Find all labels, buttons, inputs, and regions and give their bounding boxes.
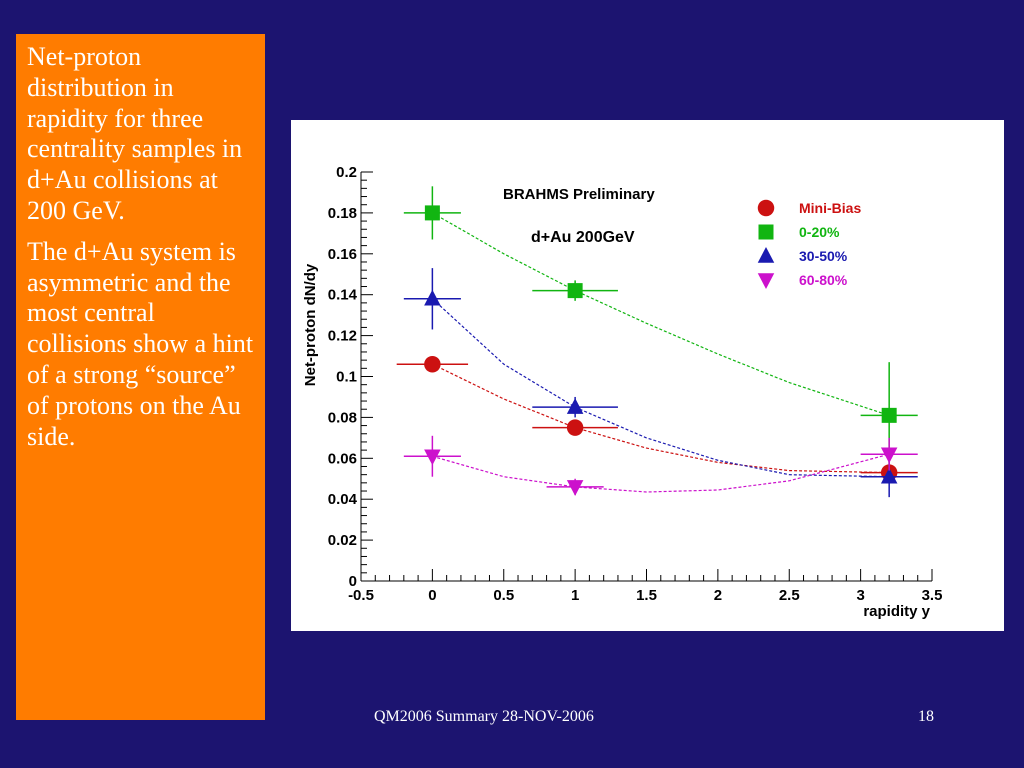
data-marker [424,205,440,221]
data-marker [566,419,584,436]
data-point-60-80% [860,437,918,471]
x-tick-label: 0.5 [493,587,514,604]
y-tick-label: 0.08 [328,409,357,426]
data-marker [880,467,898,484]
x-axis-label: rapidity y [863,603,930,620]
data-point-0-20% [532,280,618,301]
legend-marker-0-20% [758,224,774,240]
data-marker [424,355,441,373]
net-proton-chart: -0.5 0 0.5 1 1.5 2 2.5 3 3.5 00.020.040.060.080.… [302,164,942,620]
data-marker [567,283,583,299]
y-tick-label: 0.18 [328,205,357,222]
legend-marker-60-80% [757,273,775,289]
description-paragraph-1: Net-proton distribution in rapidity for … [27,42,243,225]
y-tick-label: 0.12 [328,328,357,345]
legend-marker-30-50% [757,247,775,263]
legend-label-Mini-Bias: Mini-Bias [799,200,861,216]
fit-curve-30-50% [431,298,890,478]
y-tick-label: 0.06 [328,450,357,467]
legend-label-0-20%: 0-20% [799,224,840,240]
fit-curve-Mini-Bias [432,363,890,474]
x-tick-label: 3 [856,587,864,604]
data-point-0-20% [403,186,461,240]
y-tick-label: 0.02 [328,532,357,549]
legend-label-60-80%: 60-80% [799,272,848,288]
fit-curve-0-20% [432,212,890,416]
data-point-60-80% [546,478,604,496]
legend: Mini-Bias 0-20% 30-50% 60-80% [757,199,861,289]
y-axis-label: Net-proton dN/dy [302,263,319,386]
y-tick-label: 0.2 [336,164,357,181]
data-point-30-50% [403,268,461,330]
data-point-Mini-Bias [532,419,618,436]
data-point-30-50% [532,396,618,418]
page-number: 18 [918,708,934,725]
legend-marker-Mini-Bias [757,199,775,217]
chart-subtitle: d+Au 200GeV [531,229,635,246]
description-box: Net-proton distribution in rapidity for … [16,34,265,720]
description-paragraph-2: The d+Au system is asymmetric and the mo… [27,236,254,451]
data-points [396,186,918,498]
data-point-60-80% [403,435,461,477]
fit-curves [431,212,890,493]
y-tick-label: 0 [349,573,357,590]
x-tick-label: 1 [571,587,579,604]
footer-conference: QM2006 Summary 28-NOV-2006 [374,708,594,725]
x-tick-label: 2 [714,587,722,604]
x-tick-label: -0.5 [348,587,374,604]
data-marker [880,447,898,464]
data-point-Mini-Bias [396,355,469,373]
legend-label-30-50%: 30-50% [799,248,848,264]
x-tick-label: 2.5 [779,587,800,604]
data-marker [424,289,441,306]
x-tick-label: 3.5 [922,587,943,604]
chart-title: BRAHMS Preliminary [503,186,655,203]
y-ticks: 0 0.02 0.04 0.06 0.08 0.1 0.12 0.14 0.16 0.18 0.2 [328,164,373,590]
y-tick-label: 0.1 [336,369,357,386]
fit-curve-60-80% [432,453,890,493]
data-marker [566,480,584,496]
chart-panel: -0.5 0 0.5 1 1.5 2 2.5 3 3.5 0 0.02 0.04 0.06 0.08 0.… [291,120,1004,631]
y-tick-label: 0.04 [328,491,358,508]
data-marker [424,449,441,466]
x-tick-label: 1.5 [636,587,657,604]
data-marker [881,407,897,423]
data-marker [566,398,584,414]
y-tick-label: 0.14 [328,287,358,304]
x-tick-label: 0 [428,587,436,604]
x-ticks: -0.5 0 0.5 1 1.5 2 2.5 3 3.5 [348,569,942,604]
y-tick-label: 0.16 [328,246,357,263]
